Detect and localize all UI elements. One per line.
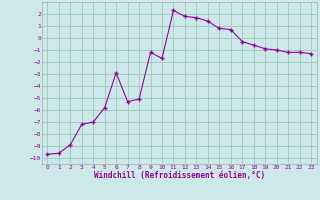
X-axis label: Windchill (Refroidissement éolien,°C): Windchill (Refroidissement éolien,°C) [94, 171, 265, 180]
